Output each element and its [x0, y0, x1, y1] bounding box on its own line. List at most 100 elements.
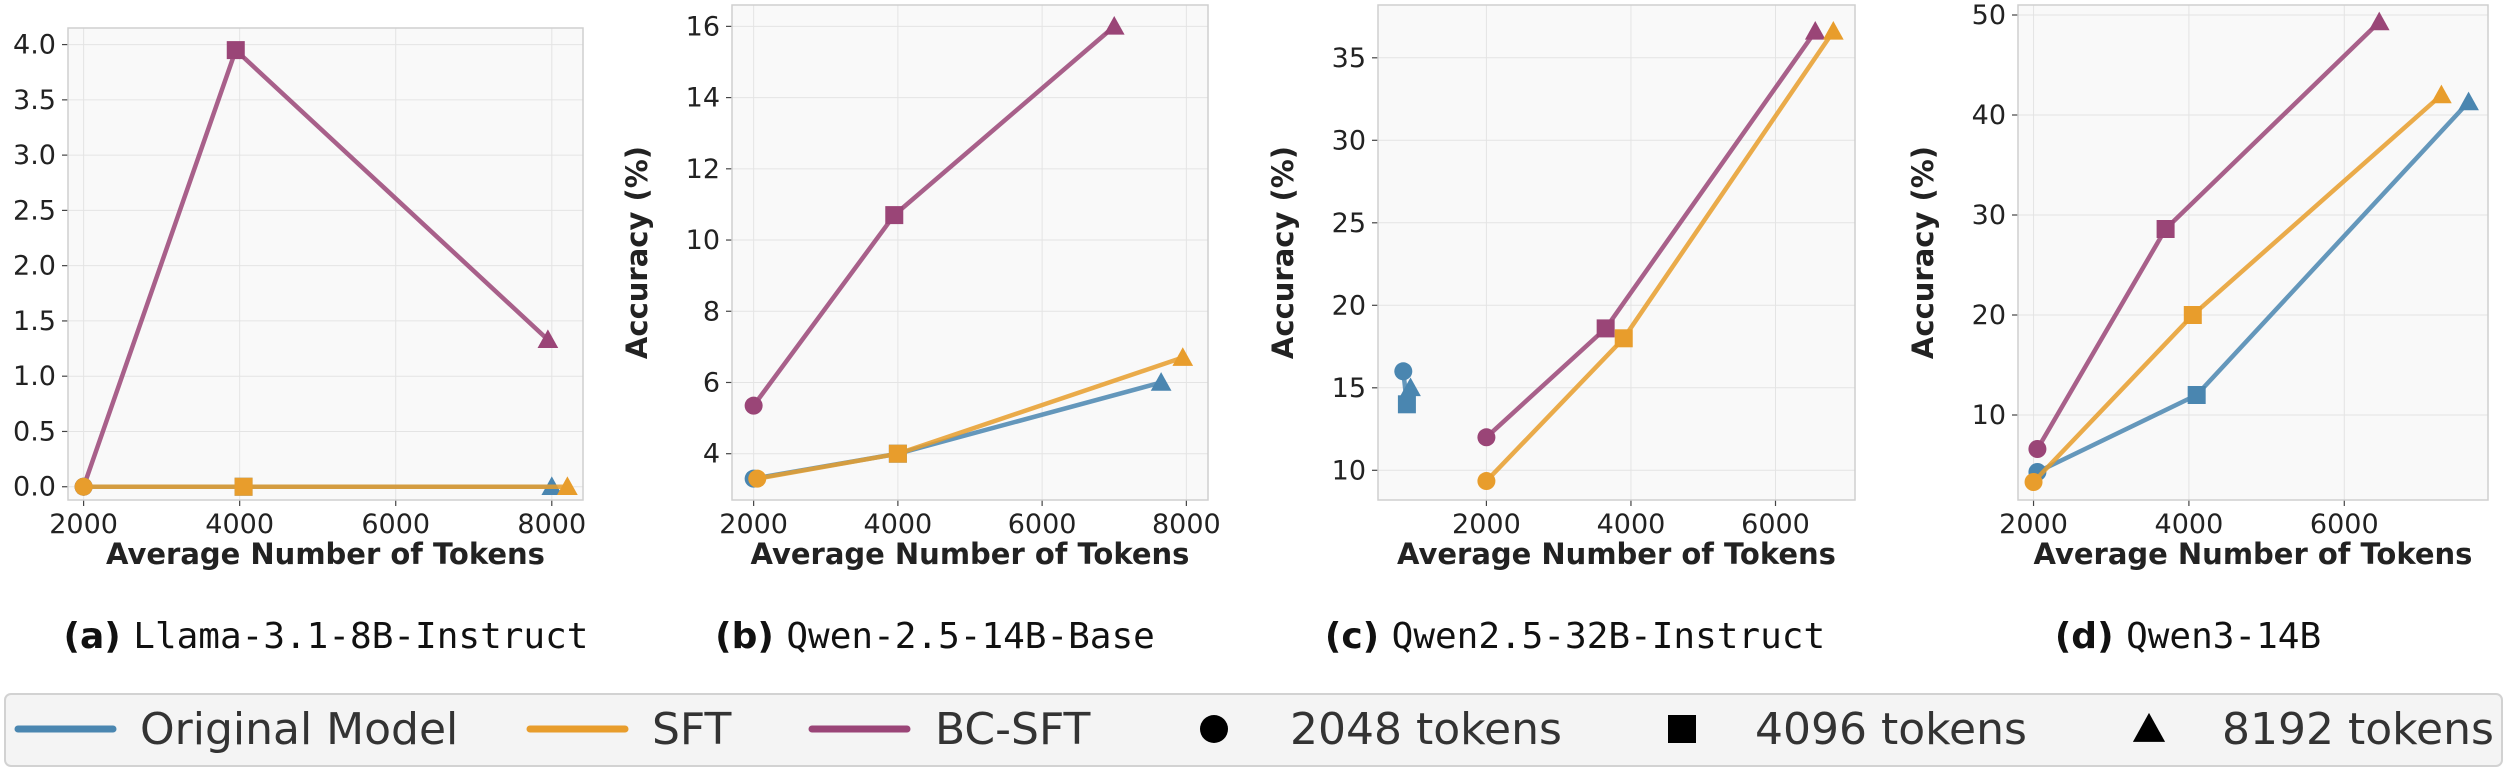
plot-area	[68, 28, 583, 500]
y-tick-label: 0.5	[13, 416, 56, 447]
series-original-model	[1394, 362, 1421, 414]
y-tick-label: 10	[1332, 455, 1366, 486]
panel-d: 2000 4000 6000 10 20 30 40 50 Average Number of …	[1906, 0, 2489, 657]
caption-letter: (c)	[1325, 616, 1392, 657]
legend-item-sft: SFT	[526, 704, 731, 755]
legend-label: SFT	[652, 704, 731, 755]
series-sft	[74, 476, 578, 496]
data-point-original-model-triangle	[2458, 91, 2479, 111]
legend-item-2048-tokens: 2048 tokens	[1200, 704, 1562, 755]
caption-model-name: Qwen-2.5-14B-Base	[786, 616, 1154, 657]
y-axis-title: Accuracy (%)	[1906, 146, 1940, 359]
x-tick-label: 6000	[361, 509, 430, 540]
y-axis-title: Accuracy (%)	[620, 146, 654, 359]
y-tick-label: 10	[686, 225, 720, 256]
panel-c: 2000 4000 6000 10 15 20 25 30 35 Average Number o…	[1266, 4, 1856, 657]
panel-caption: (d) Qwen3-14B	[2055, 616, 2321, 657]
data-point-bc-sft-square	[2156, 220, 2175, 238]
plot-frame	[1377, 4, 1856, 501]
y-tick-label: 16	[686, 11, 720, 42]
data-point-bc-sft-triangle	[537, 329, 559, 348]
x-tick-label: 2000	[1452, 509, 1521, 540]
x-tick-label: 2000	[1999, 509, 2068, 540]
y-tick-label: 2.5	[13, 195, 56, 226]
data-point-bc-sft-square	[1596, 319, 1615, 338]
data-point-original-model-triangle	[1150, 372, 1172, 391]
data-point-sft-circle	[2024, 473, 2043, 491]
legend-item-original-model: Original Model	[14, 704, 458, 755]
series-sft	[2024, 84, 2452, 491]
caption-model-name: Qwen2.5-32B-Instruct	[1392, 616, 1825, 657]
data-point-sft-triangle	[557, 476, 578, 496]
data-point-sft-square	[2183, 306, 2202, 324]
y-tick-label: 10	[1972, 400, 2006, 431]
data-point-sft-triangle	[1172, 347, 1194, 366]
legend-label: 4096 tokens	[1755, 704, 2027, 755]
y-tick-label: 8	[703, 296, 720, 327]
x-tick-label: 4000	[1597, 509, 1666, 540]
y-tick-label: 20	[1972, 300, 2006, 331]
caption-letter: (b)	[715, 616, 786, 657]
caption-letter: (d)	[2055, 616, 2126, 657]
legend-label: 8192 tokens	[2222, 704, 2494, 755]
plot-area	[732, 5, 1208, 500]
y-tick-label: 20	[1332, 290, 1366, 321]
legend-item-8192-tokens: 8192 tokens	[2132, 704, 2494, 755]
x-axis-title: Average Number of Tokens	[2034, 537, 2473, 571]
y-tick-label: 25	[1332, 208, 1366, 239]
y-tick-label: 40	[1972, 100, 2006, 131]
y-tick-label: 30	[1332, 125, 1366, 156]
data-point-bc-sft-square	[226, 41, 245, 60]
x-tick-label: 6000	[2310, 509, 2379, 540]
panel-a: 2000 4000 6000 8000 0.0 0.5 1.0 1.5 2.0 2.5 3.0 3.5…	[13, 27, 589, 657]
data-point-original-model-triangle	[1400, 377, 1421, 397]
series-bc-sft	[744, 16, 1125, 415]
data-point-sft-square	[1614, 329, 1633, 348]
data-point-sft-circle	[74, 477, 93, 496]
y-tick-label: 1.5	[13, 306, 56, 337]
y-tick-label: 30	[1972, 200, 2006, 231]
data-point-bc-sft-circle	[2028, 440, 2047, 458]
x-tick-label: 4000	[2155, 509, 2224, 540]
legend-label: BC-SFT	[935, 704, 1090, 755]
caption-model-name: Llama-3.1-8B-Instruct	[133, 616, 588, 657]
y-axis-title: Accuracy (%)	[1266, 146, 1300, 359]
x-tick-label: 4000	[864, 509, 933, 540]
y-tick-label: 3.5	[13, 85, 56, 116]
panel-caption: (a) Llama-3.1-8B-Instruct	[64, 616, 589, 657]
series-sft	[1477, 21, 1844, 491]
data-point-sft-square	[234, 477, 253, 496]
y-tick-label: 35	[1332, 43, 1366, 74]
data-point-original-model-square	[2187, 386, 2206, 404]
data-point-original-model-square	[1397, 395, 1416, 414]
y-tick-label: 6	[703, 367, 720, 398]
legend-frame	[4, 693, 2503, 767]
caption-letter: (a)	[64, 616, 134, 657]
x-tick-label: 6000	[1741, 509, 1810, 540]
y-tick-label: 4.0	[13, 30, 56, 61]
legend-marker-square	[1668, 715, 1696, 743]
x-axis-title: Average Number of Tokens	[1397, 537, 1836, 571]
data-point-sft-triangle	[1822, 21, 1844, 40]
series-bc-sft	[1477, 21, 1826, 447]
x-axis-title: Average Number of Tokens	[106, 537, 545, 571]
data-point-bc-sft-triangle	[1804, 21, 1826, 40]
x-tick-label: 8000	[517, 509, 586, 540]
y-tick-label: 14	[686, 83, 720, 114]
data-point-bc-sft-triangle	[2368, 11, 2390, 31]
legend: Original Model SFT BC-SFT 2048 tokens 4096 t…	[4, 693, 2503, 767]
x-tick-label: 2000	[719, 509, 788, 540]
x-tick-label: 2000	[49, 509, 118, 540]
plot-frame	[2017, 4, 2489, 501]
y-tick-label: 12	[686, 154, 720, 185]
gridlines	[732, 5, 1208, 500]
x-tick-label: 4000	[205, 509, 274, 540]
y-tick-label: 3.0	[13, 140, 56, 171]
series-bc-sft	[2028, 11, 2390, 458]
gridlines	[2018, 5, 2488, 500]
data-point-bc-sft-triangle	[1103, 16, 1125, 35]
y-tick-label: 2.0	[13, 251, 56, 282]
gridlines	[1378, 5, 1855, 500]
x-tick-label: 8000	[1152, 509, 1221, 540]
